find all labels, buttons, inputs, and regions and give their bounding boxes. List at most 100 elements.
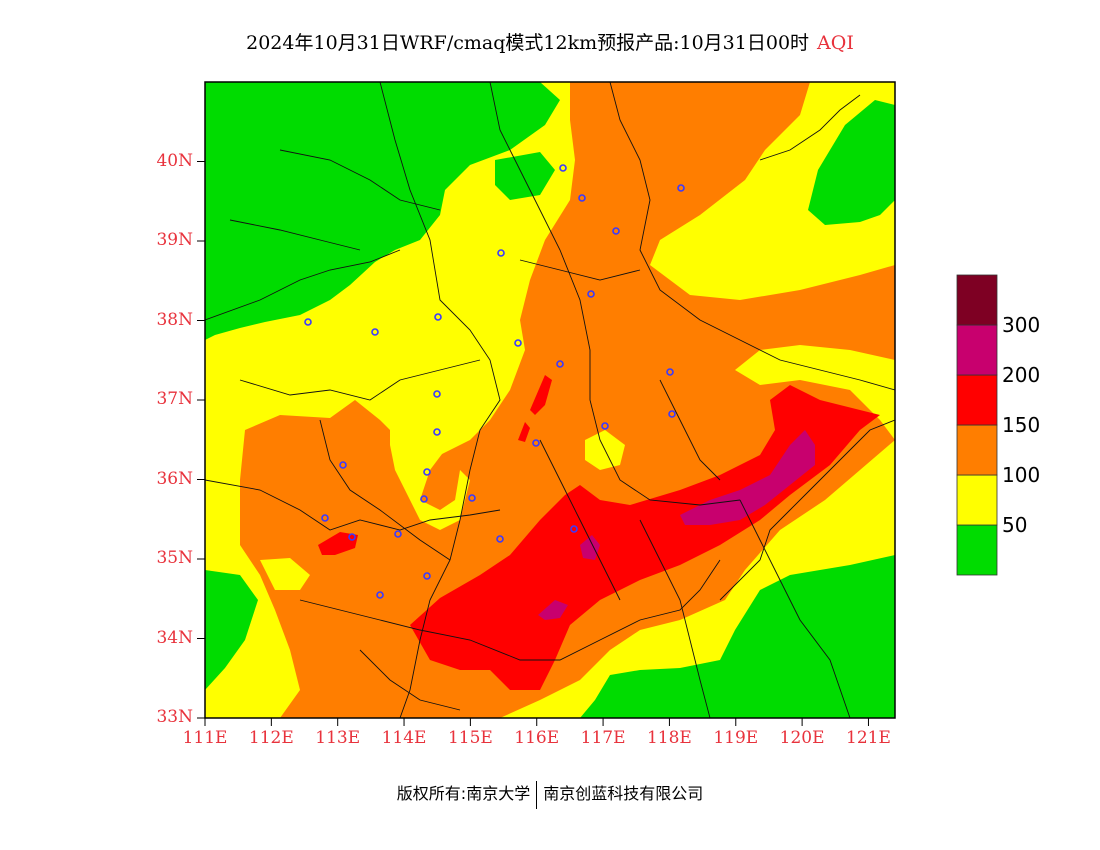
moderate-zone-west-band bbox=[260, 558, 310, 590]
county-boundary bbox=[279, 149, 441, 211]
map-title: 2024年10月31日WRF/cmaq模式12km预报产品:10月31日00时 A… bbox=[0, 28, 1100, 55]
station-marker bbox=[578, 194, 586, 202]
good-zone-northeast bbox=[808, 100, 895, 225]
very-unhealthy-zone-center bbox=[580, 535, 600, 560]
station-marker bbox=[434, 313, 442, 321]
lat-tick-label: 39N bbox=[156, 230, 193, 250]
county-boundary bbox=[359, 649, 461, 711]
lon-tick-label: 119E bbox=[713, 728, 759, 748]
good-zone-northwest bbox=[205, 82, 560, 340]
station-marker bbox=[497, 249, 505, 257]
boundary-lines bbox=[205, 82, 895, 718]
station-marker bbox=[666, 368, 674, 376]
station-marker bbox=[371, 328, 379, 336]
station-marker bbox=[348, 533, 356, 541]
county-boundary bbox=[519, 259, 641, 281]
lon-tick-label: 120E bbox=[779, 728, 825, 748]
province-boundary bbox=[299, 559, 721, 661]
lat-tick-label: 37N bbox=[156, 389, 193, 409]
unhealthy-zone-west-patch bbox=[318, 532, 358, 555]
good-zone-southwest bbox=[205, 570, 258, 690]
tick-marks bbox=[197, 161, 869, 726]
lon-tick-label: 121E bbox=[846, 728, 891, 748]
province-boundary bbox=[739, 499, 851, 718]
legend-swatch bbox=[956, 424, 998, 476]
lat-tick-label: 40N bbox=[156, 150, 193, 171]
legend-value: 100 bbox=[1002, 463, 1041, 487]
coastline bbox=[759, 94, 861, 161]
good-zone-southeast bbox=[580, 555, 895, 718]
station-marker bbox=[304, 318, 312, 326]
station-marker bbox=[559, 164, 567, 172]
station-marker bbox=[433, 428, 441, 436]
station-marker bbox=[468, 494, 476, 502]
lat-tick-label: 34N bbox=[156, 627, 193, 648]
province-boundary bbox=[379, 82, 501, 718]
station-marker bbox=[612, 227, 620, 235]
station-marker bbox=[601, 422, 609, 430]
county-boundary bbox=[239, 359, 481, 401]
very-unhealthy-zone-east bbox=[680, 430, 815, 525]
lat-tick-label: 36N bbox=[156, 468, 193, 489]
station-marker bbox=[556, 360, 564, 368]
legend-value: 150 bbox=[1002, 413, 1041, 437]
lon-tick-label: 114E bbox=[381, 728, 427, 748]
province-boundary bbox=[489, 82, 741, 506]
station-marker bbox=[532, 439, 540, 447]
station-marker bbox=[423, 468, 431, 476]
station-marker bbox=[420, 495, 428, 503]
province-boundary bbox=[609, 82, 895, 391]
very-unhealthy-zone-south bbox=[538, 600, 568, 620]
legend-value: 200 bbox=[1002, 363, 1041, 387]
province-boundary bbox=[639, 519, 711, 718]
title-text: 2024年10月31日WRF/cmaq模式12km预报产品:10月31日00时 bbox=[246, 32, 810, 54]
lon-tick-label: 115E bbox=[447, 728, 493, 748]
lon-tick-label: 118E bbox=[646, 728, 692, 748]
station-marker bbox=[423, 572, 431, 580]
station-marker bbox=[668, 410, 676, 418]
legend-swatch bbox=[956, 274, 998, 326]
lat-tick-label: 35N bbox=[156, 548, 193, 568]
lat-tick-label: 33N bbox=[156, 707, 193, 727]
legend-value: 300 bbox=[1002, 313, 1041, 337]
station-marker bbox=[677, 184, 685, 192]
legend-swatch bbox=[956, 324, 998, 376]
moderate-zone-west-inner bbox=[390, 405, 470, 530]
station-marker bbox=[514, 339, 522, 347]
station-marker bbox=[376, 591, 384, 599]
lon-tick-label: 111E bbox=[182, 728, 228, 748]
aqi-legend bbox=[956, 274, 998, 576]
good-zone-north-inner bbox=[495, 152, 555, 200]
legend-swatch bbox=[956, 374, 998, 426]
station-marker bbox=[496, 535, 504, 543]
coastline bbox=[719, 419, 895, 601]
footer-separator bbox=[536, 780, 538, 809]
footer: 版权所有:南京大学 南京创蓝科技有限公司 bbox=[0, 780, 1100, 809]
county-boundary bbox=[319, 419, 451, 561]
lon-tick-label: 112E bbox=[248, 728, 294, 748]
unhealthy-zone-band bbox=[410, 385, 880, 690]
lon-tick-label: 117E bbox=[580, 728, 626, 748]
station-marker bbox=[321, 514, 329, 522]
unhealthy-zone-center-streak bbox=[530, 375, 552, 415]
lon-tick-label: 113E bbox=[315, 728, 361, 748]
station-marker bbox=[394, 530, 402, 538]
owner-company: 南京创蓝科技有限公司 bbox=[543, 784, 704, 803]
station-markers bbox=[304, 164, 685, 599]
station-marker bbox=[587, 290, 595, 298]
lon-tick-label: 116E bbox=[514, 728, 560, 748]
usg-zone-main bbox=[240, 82, 895, 718]
station-marker bbox=[570, 525, 578, 533]
unhealthy-zone-center-streak2 bbox=[518, 422, 530, 442]
map-fill-layers bbox=[205, 82, 895, 718]
station-marker bbox=[339, 461, 347, 469]
owner-nju: 南京大学 bbox=[466, 784, 531, 803]
legend-swatch bbox=[956, 524, 998, 576]
legend-swatch bbox=[956, 474, 998, 526]
province-boundary bbox=[205, 249, 401, 321]
province-boundary bbox=[205, 479, 501, 531]
county-boundary bbox=[659, 379, 721, 481]
copyright-label: 版权所有: bbox=[396, 784, 467, 803]
legend-value: 50 bbox=[1002, 513, 1028, 537]
